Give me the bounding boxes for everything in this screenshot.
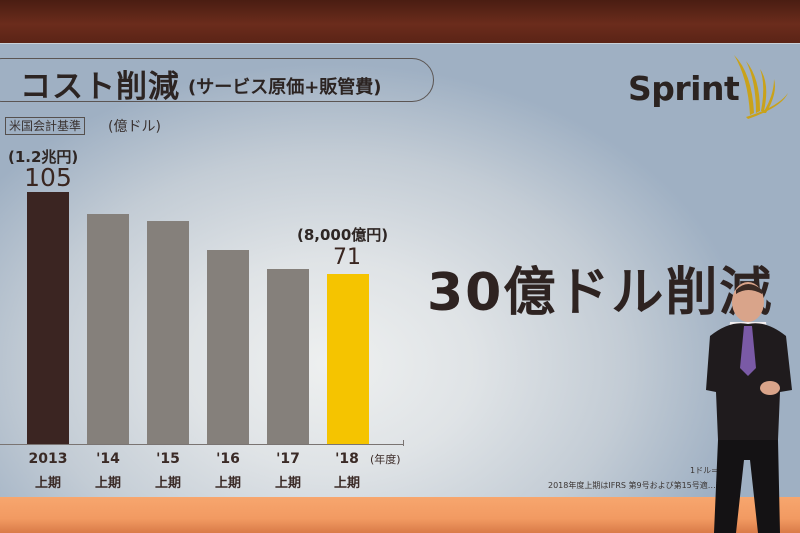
- x-tick-2013: 2013: [28, 451, 68, 467]
- slide-title: コスト削減: [20, 69, 180, 105]
- x-tick-15: '15: [156, 451, 180, 467]
- x-tick-17: '17: [276, 451, 300, 467]
- headline-savings: 30億ドル削減: [427, 263, 774, 323]
- x-axis-end-tick: [403, 440, 404, 446]
- x-axis-unit: (年度): [370, 453, 401, 466]
- slide-subtitle: (サービス原価+販管費): [188, 77, 382, 98]
- stage-floor: [0, 497, 800, 533]
- projection-screen: [0, 43, 800, 498]
- x-tick-16: '16: [216, 451, 240, 467]
- bar-value-2018: 71: [333, 245, 361, 270]
- sprint-logo-icon: [734, 55, 788, 119]
- x-tick-14: '14: [96, 451, 120, 467]
- x-subtick-16: 上期: [214, 476, 241, 491]
- unit-label: (億ドル): [108, 119, 161, 135]
- stage-curtain: [0, 0, 800, 44]
- bar-16: [207, 250, 249, 444]
- x-subtick-14: 上期: [94, 476, 121, 491]
- footnote-exchange-rate: 1ドル=: [690, 466, 718, 475]
- bar-15: [147, 221, 189, 444]
- title-frame: [0, 58, 434, 102]
- accounting-standard-badge: 米国会計基準: [5, 117, 86, 135]
- bar-annotation-2018: (8,000億円): [297, 226, 389, 244]
- x-subtick-15: 上期: [154, 476, 181, 491]
- sprint-logo-text: Sprint: [628, 69, 740, 108]
- x-subtick-2013: 上期: [34, 476, 61, 491]
- bar-annotation-2013: (1.2兆円): [8, 148, 79, 166]
- presenter-figure: [706, 282, 792, 533]
- footnote-ifrs: 2018年度上期はIFRS 第9号および第15号適…新…1: [548, 481, 737, 490]
- x-subtick-17: 上期: [274, 476, 301, 491]
- bar-14: [87, 214, 129, 444]
- bar-value-2013: 105: [24, 163, 72, 192]
- x-subtick-18: 上期: [333, 476, 360, 491]
- x-axis-line: [0, 444, 404, 445]
- bar-2013: [27, 192, 69, 444]
- bar-17: [267, 269, 309, 444]
- bar-18: [327, 274, 369, 444]
- x-tick-18: '18: [335, 451, 359, 467]
